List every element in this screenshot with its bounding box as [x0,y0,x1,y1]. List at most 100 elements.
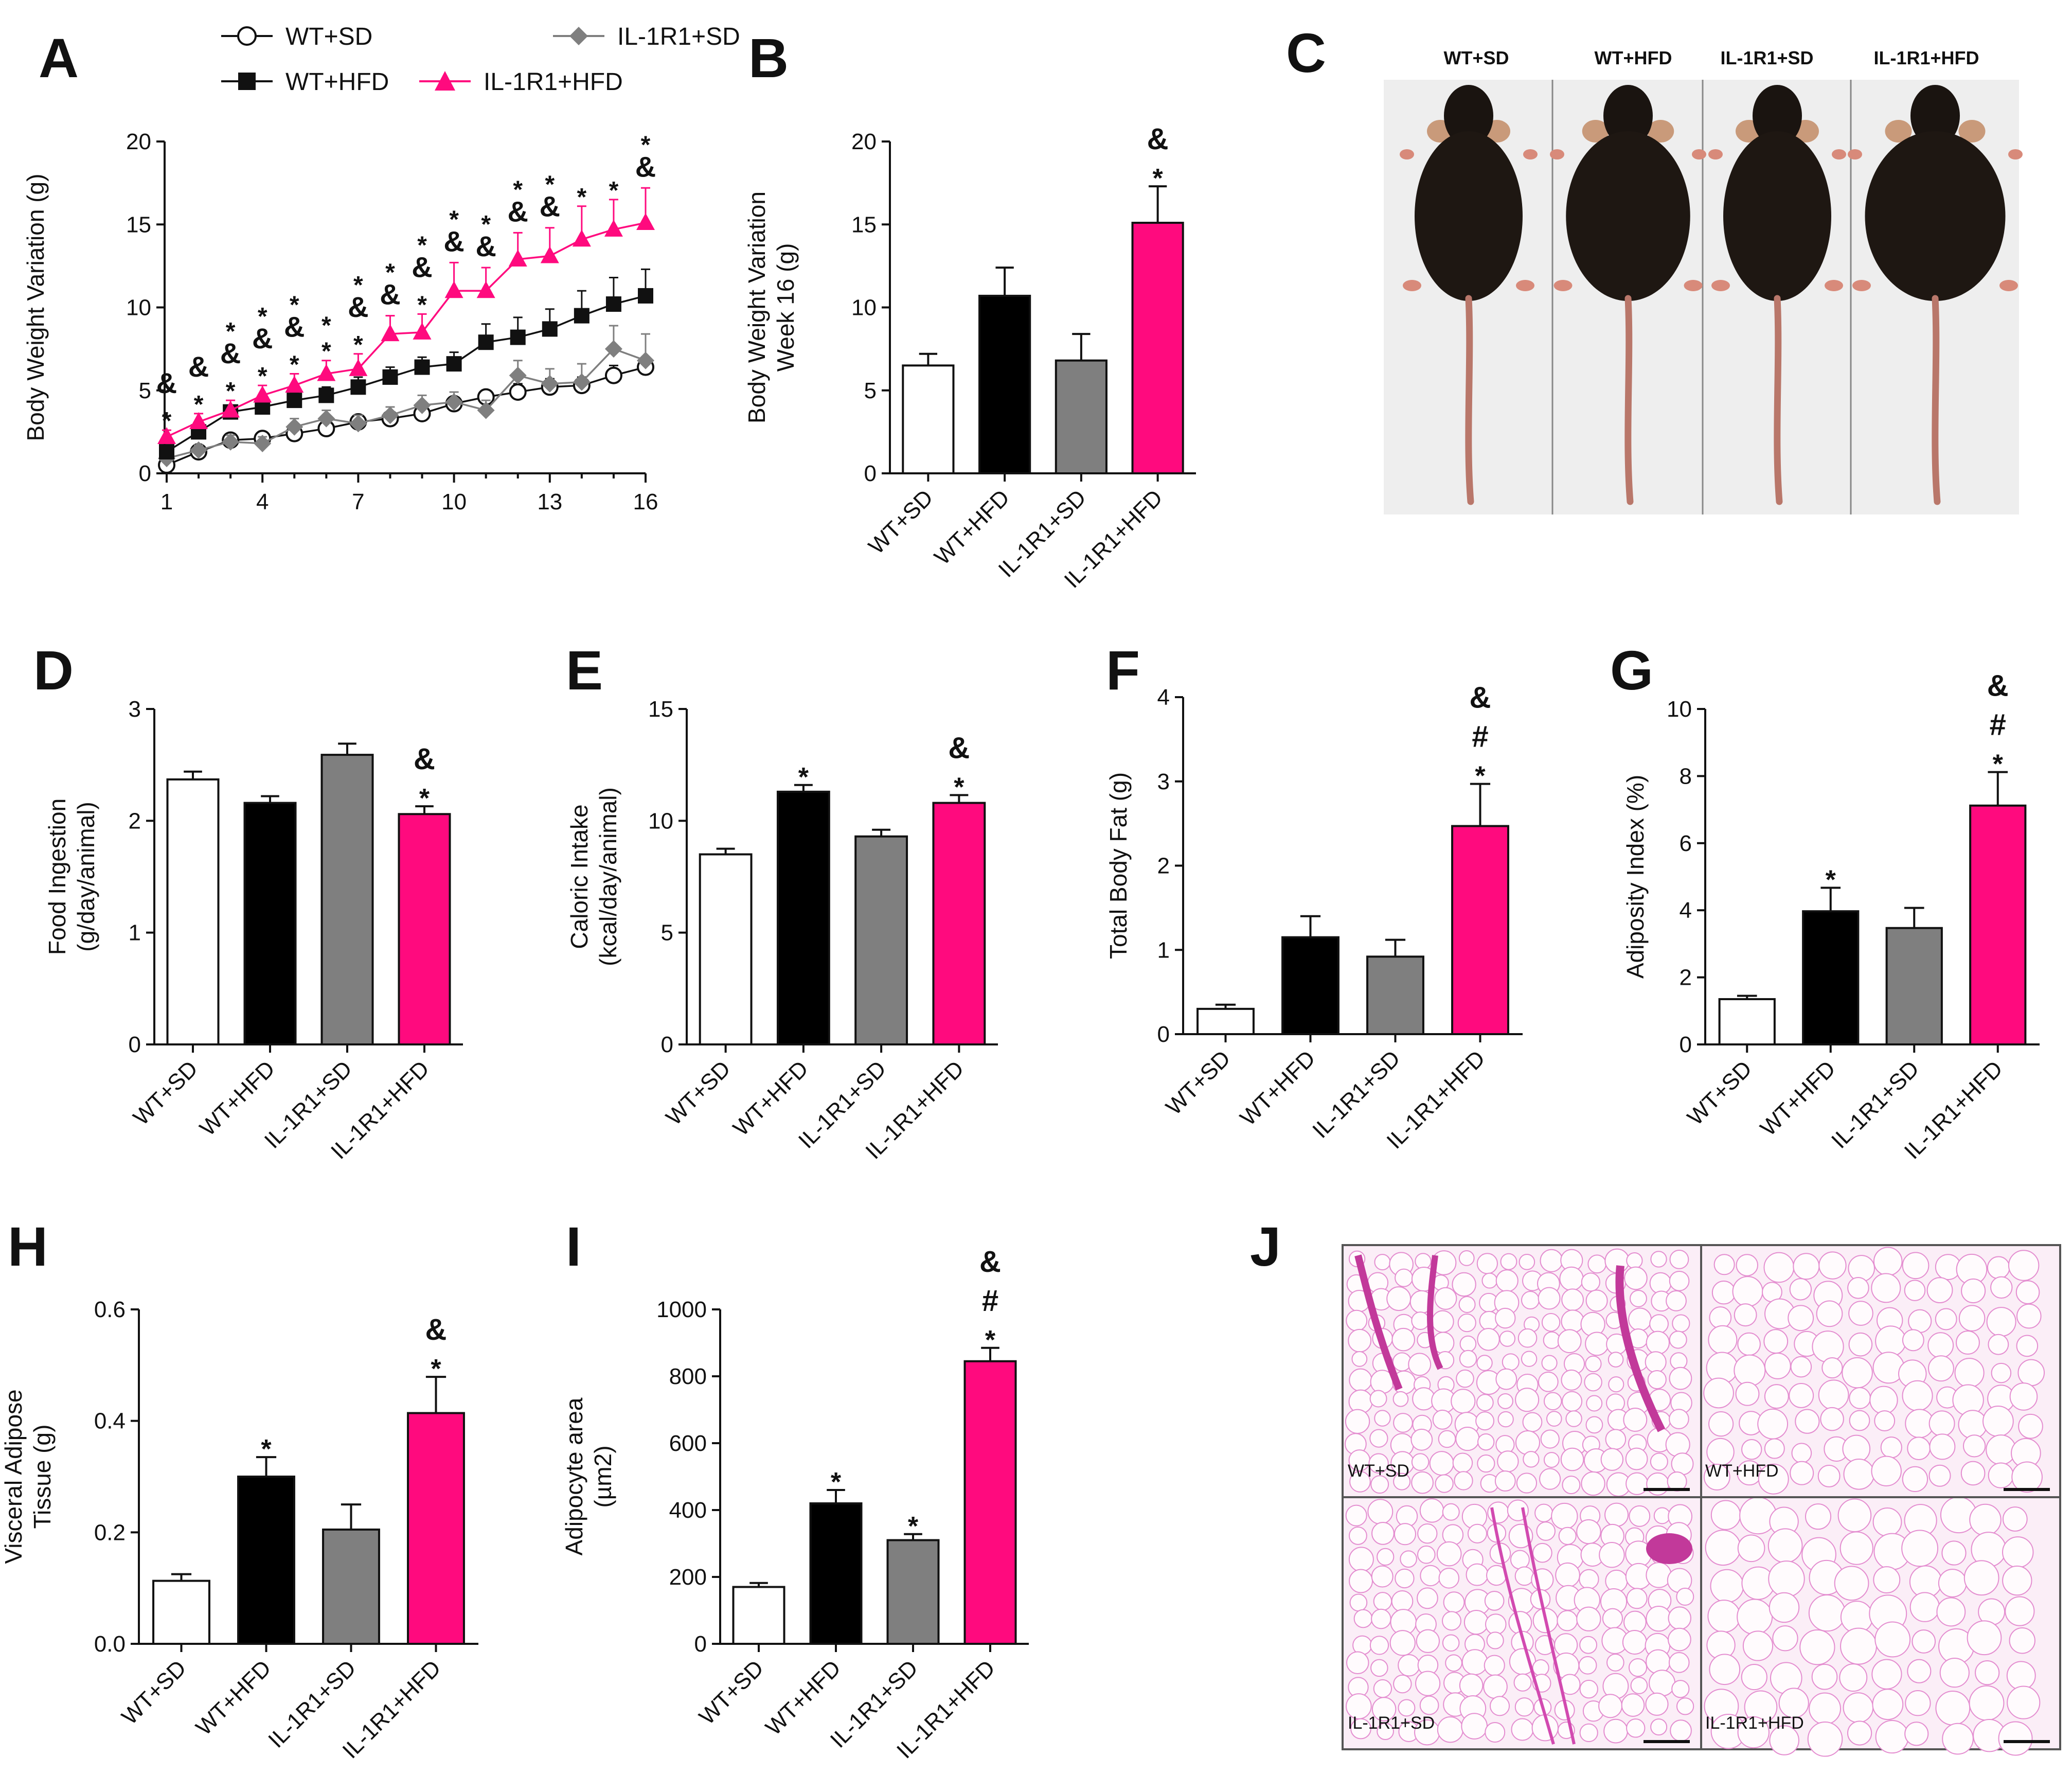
mouse-image [1848,85,2023,505]
adipocyte-cell [1585,1416,1603,1434]
adipocyte-cell [1351,1351,1368,1367]
x-tick-label: 7 [352,489,364,514]
open-circle-marker-icon [237,26,257,46]
histology-label-wt-sd: WT+SD [1348,1461,1409,1481]
significance-mark: * [417,291,427,318]
panel-label-d: D [33,639,74,701]
adipocyte-cell [1349,1471,1371,1493]
data-point [540,246,559,263]
adipocyte-cell [1626,1252,1643,1269]
adipocyte-cell [1961,1278,1986,1304]
adipocyte-cell [1515,1388,1540,1412]
adipocyte-cell [1519,1254,1535,1270]
photo-label-il1r1-hfd: IL-1R1+HFD [1873,47,1979,68]
significance-mark: & [412,251,432,283]
adipocyte-cell [1990,1276,2013,1299]
mouse-foot [1832,149,1846,159]
significance-mark: * [985,1325,996,1355]
adipocyte-cell [1477,1433,1495,1451]
adipocyte-cell [1842,1357,1873,1389]
adipocyte-cell [1417,1587,1438,1609]
significance-mark: & [635,150,656,183]
adipocyte-cell [1476,1355,1493,1371]
adipocyte-cell [1442,1634,1460,1652]
mouse-head [1603,85,1653,147]
adipocyte-cell [1452,1272,1476,1297]
y-tick-label: 1000 [656,1297,707,1322]
adipocyte-cell [1969,1685,2005,1721]
bar-wt-hfd [243,802,297,1046]
y-axis-label-line: Body Weight Variation (g) [22,174,49,441]
y-axis-label: Caloric Intake(kcal/day/animal) [566,787,621,966]
adipocyte-cell [1670,1719,1692,1742]
bar-il-1r1-hfd [1131,222,1184,474]
adipocyte-cell [1941,1540,1967,1566]
adipocyte-cell [1438,1430,1456,1448]
adipocyte-cell [1736,1254,1759,1276]
adipocyte-cell [1768,1560,1805,1598]
bar-wt-hfd [978,294,1031,474]
histology-image [1345,1498,1694,1746]
adipocyte-cell [1386,1286,1412,1311]
y-axis-label-line: Total Body Fat (g) [1105,772,1132,959]
data-point [542,321,558,337]
panel-label-e: E [566,639,603,701]
significance-mark: * [258,303,267,330]
bar-il-1r1-hfd [407,1412,465,1645]
adipocyte-cell [1457,1314,1476,1333]
adipocyte-cell [1817,1464,1841,1487]
adipocyte-cell [1458,1250,1475,1266]
mouse-foot [1684,280,1703,291]
adipocyte-cell [1558,1527,1577,1545]
mouse-foot [1523,149,1538,159]
triangle-marker-icon [435,71,455,91]
y-axis-label-line: (g/day/animal) [73,802,99,951]
adipocyte-cell [1988,1462,2014,1488]
adipocyte-cell [1629,1289,1647,1307]
adipocyte-cell [1769,1592,1800,1623]
histology-images [1345,1247,2045,1757]
adipocyte-cell [1459,1673,1484,1698]
adipocyte-cell [1489,1696,1510,1716]
significance-mark: * [1993,750,2004,779]
adipocyte-cell [1778,1688,1809,1718]
adipocyte-cell [1843,1458,1875,1490]
significance-mark: & [284,311,305,343]
y-tick-label: 0 [129,1032,141,1057]
mouse-foot [1999,280,2018,291]
histology-label-il1r1-hfd: IL-1R1+HFD [1705,1713,1804,1733]
adipocyte-cell [1476,1253,1498,1274]
adipocyte-cell [1587,1254,1607,1274]
adipocyte-cell [1561,1369,1582,1391]
histology-label-wt-hfd: WT+HFD [1705,1461,1779,1481]
bar-wt-sd [166,778,220,1046]
histology-panel: WT+SD WT+HFD IL-1R1+SD IL-1R1+HFD [1342,1244,2061,1757]
adipocyte-cell [1902,1329,1924,1352]
bar-wt-sd [1196,1007,1255,1035]
bar-il-1r1-hfd [1969,804,2027,1045]
data-point [572,229,591,247]
adipocyte-cell [1668,1652,1690,1673]
adipocyte-cell [1871,1273,1901,1303]
adipocyte-cell [1807,1721,1843,1757]
tissue-strand [1615,1265,1666,1432]
adipocyte-cell [1737,1716,1770,1749]
adipocyte-cell [1667,1471,1687,1492]
bar-il-1r1-sd [320,754,374,1045]
adipocyte-cell [1515,1430,1540,1456]
mouse-body [1865,131,2006,301]
y-tick-label: 0.0 [94,1631,126,1657]
data-point [349,359,368,376]
significance-mark: & [540,190,560,223]
adipocyte-cell [1808,1594,1846,1632]
y-axis-label: Body Weight Variation (g) [22,174,49,441]
series-line-il-1r1-sd [166,348,646,459]
y-axis-label: Adiposity Index (%) [1622,775,1649,979]
adipocyte-cell [1461,1649,1488,1675]
significance-mark: # [1990,708,2006,742]
adipocyte-cell [1392,1391,1409,1407]
adipocyte-cell [1763,1252,1795,1283]
adipocyte-cell [1711,1281,1736,1305]
adipocyte-cell [1669,1270,1690,1291]
adipocyte-cell [2002,1506,2028,1532]
